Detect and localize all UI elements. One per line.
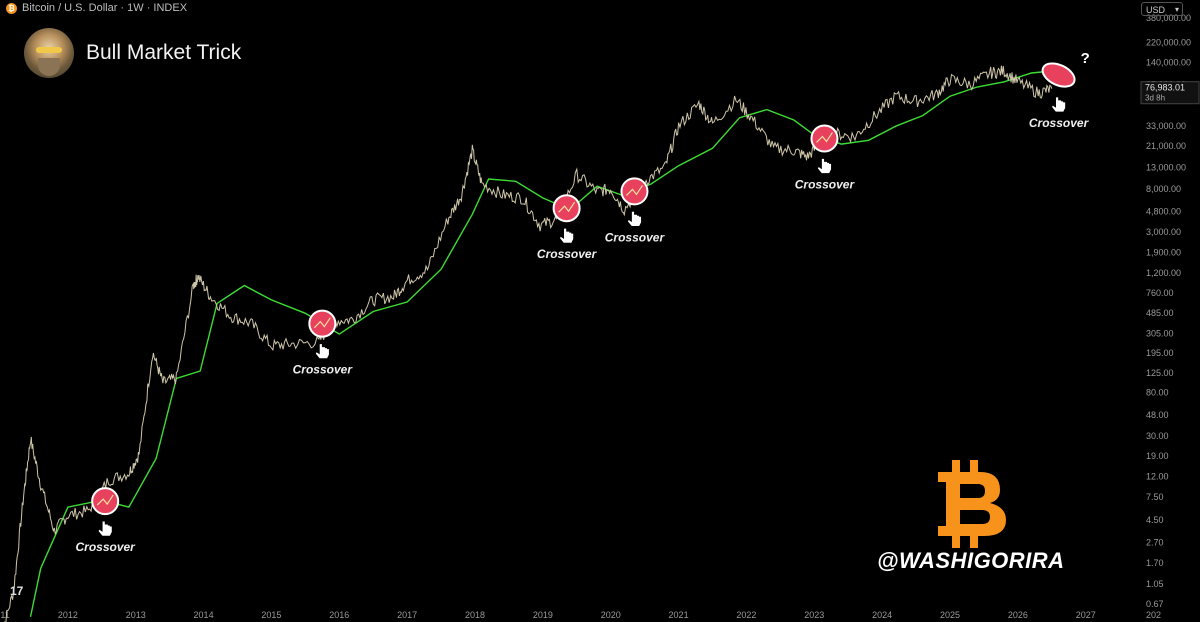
x-axis: 2011 2012 2013 2014 2015 2016 2017 2018 2019 2020…: [0, 610, 1161, 620]
y-tick-label: 1.70: [1146, 558, 1164, 568]
bitcoin-logo-icon: [938, 460, 1006, 548]
last-price-value: 76,983.01: [1145, 83, 1185, 93]
x-tick-label: 2015: [261, 610, 281, 620]
chevron-down-icon: ▾: [1174, 5, 1179, 14]
crossover-marker: Crossover: [537, 194, 598, 261]
y-tick-label: 1,200.00: [1146, 268, 1181, 278]
page-title: Bull Market Trick: [86, 41, 242, 64]
x-tick-label: 2023: [804, 610, 824, 620]
moving-average-line: [29, 70, 1073, 618]
y-tick-label: 30.00: [1146, 431, 1169, 441]
x-tick-label: 2025: [940, 610, 960, 620]
author-watermark: @WASHIGORIRA: [877, 548, 1065, 573]
y-tick-label: 12.00: [1146, 471, 1169, 481]
symbol-title: Bitcoin / U.S. Dollar · 1W · INDEX: [22, 2, 188, 14]
currency-label: USD: [1146, 5, 1166, 15]
y-tick-label: 80.00: [1146, 388, 1169, 398]
y-tick-label: 125.00: [1146, 368, 1174, 378]
pointer-hand-icon: [626, 211, 642, 227]
x-tick-label: 2024: [872, 610, 892, 620]
crossover-label: Crossover: [293, 363, 354, 377]
crossover-label: Crossover: [795, 177, 856, 191]
x-tick-label: 2013: [126, 610, 146, 620]
y-tick-label: 760.00: [1146, 288, 1174, 298]
y-tick-label: 140,000.00: [1146, 57, 1191, 67]
y-tick-label: 485.00: [1146, 308, 1174, 318]
avatar: [24, 28, 74, 78]
x-tick-label: 2026: [1008, 610, 1028, 620]
y-tick-label: 21,000.00: [1146, 141, 1186, 151]
y-tick-label: 2.70: [1146, 537, 1164, 547]
price-line: [4, 65, 1053, 622]
bar-countdown: 3d 8h: [1145, 94, 1165, 103]
x-tick-label: 2016: [329, 610, 349, 620]
y-tick-label: 305.00: [1146, 328, 1174, 338]
x-tick-label: 202: [1146, 610, 1161, 620]
tradingview-logo-icon: 17: [10, 584, 24, 598]
x-tick-label: 2027: [1076, 610, 1096, 620]
crossover-marker: Crossover: [605, 177, 666, 244]
y-tick-label: 19.00: [1146, 451, 1169, 461]
crossover-marker: Crossover: [795, 124, 856, 191]
y-tick-label: 13,000.00: [1146, 162, 1186, 172]
crossover-marker: Crossover: [293, 309, 354, 377]
y-tick-label: 220,000.00: [1146, 37, 1191, 47]
y-tick-label: 1.05: [1146, 579, 1164, 589]
y-tick-label: 4,800.00: [1146, 206, 1181, 216]
crossover-label: Crossover: [605, 230, 666, 244]
crossover-marker: Crossover: [75, 487, 136, 554]
y-tick-label: 7.50: [1146, 492, 1164, 502]
y-tick-label: 0.67: [1146, 599, 1164, 609]
y-tick-label: 48.00: [1146, 410, 1169, 420]
question-mark: ?: [1081, 50, 1090, 67]
x-tick-label: 2012: [58, 610, 78, 620]
pointer-hand-icon: [559, 227, 575, 244]
x-tick-label: 2018: [465, 610, 485, 620]
crossover-label: Crossover: [1029, 116, 1090, 130]
x-tick-label: 2017: [397, 610, 417, 620]
y-tick-label: 195.00: [1146, 348, 1174, 358]
y-tick-label: 3,000.00: [1146, 227, 1181, 237]
y-tick-label: 380,000.00: [1146, 13, 1191, 23]
avatar-glasses: [36, 47, 62, 53]
crossover-label: Crossover: [75, 540, 136, 554]
crossover-label: Crossover: [537, 247, 598, 261]
future-crossover-marker: ? Crossover: [1029, 50, 1090, 130]
pointer-hand-icon: [314, 343, 330, 360]
y-tick-label: 33,000.00: [1146, 121, 1186, 131]
x-tick-label: 2020: [601, 610, 621, 620]
y-tick-label: 1,900.00: [1146, 247, 1181, 257]
currency-selector[interactable]: USD ▾: [1141, 2, 1183, 16]
pointer-hand-icon: [816, 158, 832, 174]
x-tick-label: 2021: [669, 610, 689, 620]
y-tick-label: 4.50: [1146, 515, 1164, 525]
x-tick-label: 2014: [194, 610, 214, 620]
x-tick-label: 2022: [736, 610, 756, 620]
bitcoin-icon: ₿: [6, 2, 17, 14]
symbol-header[interactable]: ₿ Bitcoin / U.S. Dollar · 1W · INDEX: [6, 2, 187, 14]
pointer-hand-icon: [97, 520, 113, 537]
avatar-beard: [38, 58, 60, 76]
y-tick-label: 8,000.00: [1146, 184, 1181, 194]
x-tick-label: 2019: [533, 610, 553, 620]
x-tick-label: 2011: [0, 610, 10, 620]
pointer-hand-icon: [1051, 96, 1066, 113]
